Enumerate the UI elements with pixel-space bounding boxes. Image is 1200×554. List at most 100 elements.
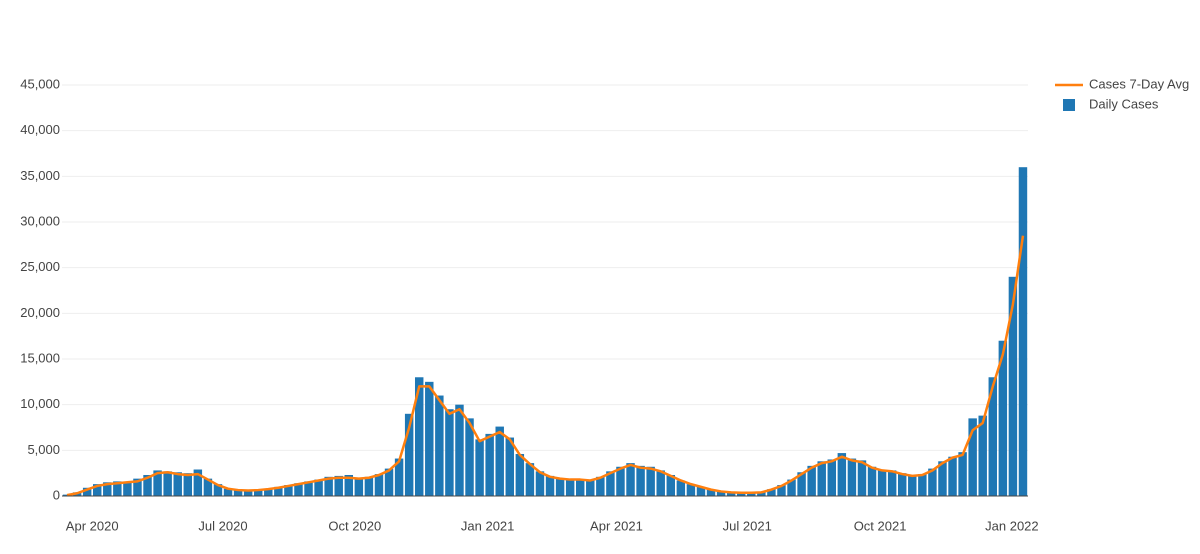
bar — [173, 472, 182, 496]
bar — [153, 470, 162, 496]
bar — [334, 475, 343, 496]
bar — [757, 491, 766, 496]
y-tick-label: 20,000 — [20, 305, 60, 320]
y-tick-label: 40,000 — [20, 122, 60, 137]
bar — [103, 482, 112, 496]
bar — [253, 489, 263, 496]
bar — [193, 469, 203, 496]
bar — [877, 469, 887, 496]
x-tick-label: Jul 2020 — [198, 518, 247, 533]
legend-label: Cases 7-Day Avg — [1089, 76, 1189, 91]
legend-label: Daily Cases — [1089, 96, 1159, 111]
bar — [696, 486, 706, 496]
bar — [505, 437, 515, 496]
bar — [666, 474, 676, 496]
bar — [968, 418, 977, 496]
bar — [777, 485, 786, 496]
bar — [827, 459, 837, 496]
x-tick-label: Apr 2020 — [66, 518, 119, 533]
bar — [62, 494, 72, 496]
bar — [575, 479, 585, 496]
bar — [706, 489, 716, 496]
bar — [565, 478, 575, 496]
bar — [948, 456, 957, 496]
bar — [535, 471, 545, 496]
bar — [274, 486, 283, 496]
x-tick-label: Oct 2021 — [854, 518, 907, 533]
legend-swatch — [1063, 99, 1075, 111]
x-tick-label: Oct 2020 — [328, 518, 381, 533]
bar — [223, 488, 233, 496]
bar — [203, 478, 213, 496]
bar — [394, 458, 404, 496]
bar — [525, 463, 535, 496]
bar — [1018, 167, 1028, 496]
bar — [555, 478, 565, 496]
bar — [113, 481, 122, 496]
x-tick-label: Apr 2021 — [590, 518, 643, 533]
x-tick-label: Jan 2022 — [985, 518, 1039, 533]
bar — [213, 484, 223, 496]
y-tick-label: 35,000 — [20, 168, 60, 183]
bar — [1008, 276, 1018, 496]
x-tick-label: Jul 2021 — [723, 518, 772, 533]
bar — [938, 461, 947, 496]
bar — [143, 474, 152, 496]
bar — [264, 488, 273, 496]
bar — [435, 395, 444, 496]
bar — [626, 463, 635, 496]
bar — [374, 474, 384, 496]
bar — [887, 470, 897, 496]
bar — [646, 466, 655, 496]
bar — [364, 476, 374, 496]
x-tick-label: Jan 2021 — [461, 518, 515, 533]
y-tick-label: 30,000 — [20, 213, 60, 228]
bar — [807, 465, 816, 496]
bar — [847, 458, 857, 496]
bar — [324, 476, 333, 496]
bar — [455, 404, 464, 496]
bar — [92, 484, 102, 496]
bar — [495, 426, 504, 496]
bar — [908, 474, 917, 496]
bar — [817, 461, 826, 496]
bar — [636, 465, 645, 496]
y-tick-label: 15,000 — [20, 350, 60, 365]
bar — [787, 479, 796, 496]
bar — [586, 479, 595, 496]
bar — [354, 477, 364, 496]
bar — [304, 481, 313, 496]
bar — [857, 460, 867, 496]
bar — [797, 472, 806, 496]
bar — [897, 473, 907, 496]
y-tick-label: 25,000 — [20, 259, 60, 274]
avg-line — [66, 235, 1025, 497]
bar — [736, 492, 746, 496]
bar — [425, 381, 434, 496]
bar — [314, 479, 323, 496]
bar — [515, 453, 525, 496]
y-tick-label: 10,000 — [20, 396, 60, 411]
y-tick-label: 0 — [53, 487, 60, 502]
bar — [404, 413, 414, 496]
bar — [867, 466, 877, 496]
bar — [676, 480, 686, 496]
bar — [183, 473, 193, 496]
bar — [988, 377, 998, 496]
y-tick-label: 45,000 — [20, 76, 60, 91]
bar — [465, 418, 474, 496]
bar — [716, 491, 726, 496]
bar — [958, 452, 967, 496]
bar — [918, 474, 927, 496]
y-tick-label: 5,000 — [27, 442, 60, 457]
bar — [747, 492, 756, 496]
bar — [344, 474, 354, 496]
bar — [284, 485, 293, 496]
bar — [616, 466, 625, 496]
bar — [686, 484, 696, 496]
bar — [726, 492, 736, 496]
bar — [384, 468, 394, 496]
bar — [163, 471, 172, 496]
bar — [606, 471, 615, 496]
